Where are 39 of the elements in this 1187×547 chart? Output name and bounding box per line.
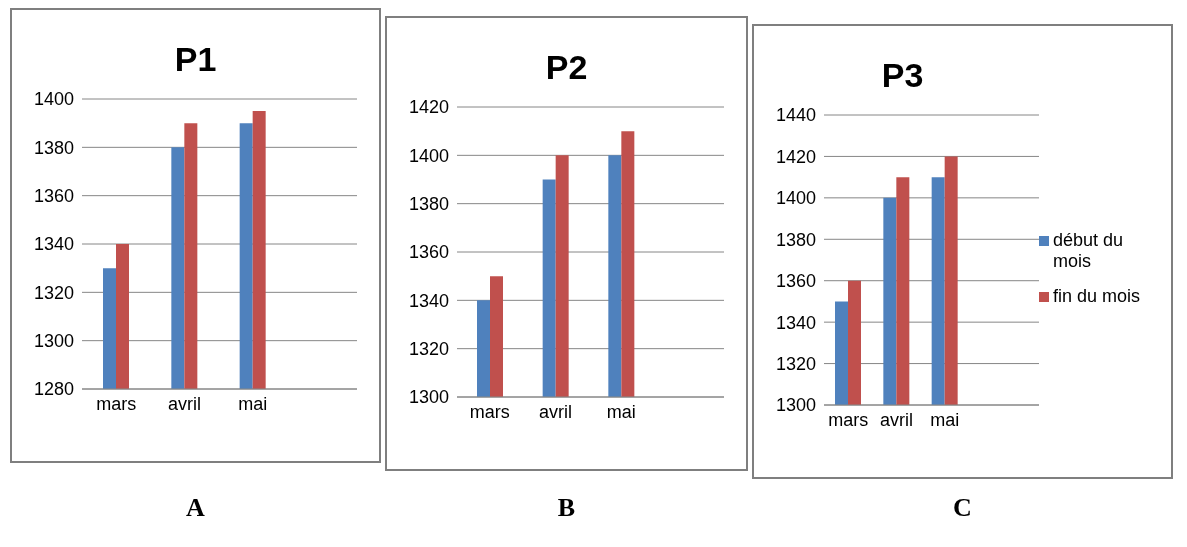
y-tick-label: 1360: [408, 242, 449, 263]
y-tick-label: 1420: [775, 146, 816, 167]
y-tick-label: 1300: [408, 387, 449, 408]
y-tick-label: 1340: [775, 312, 816, 333]
text: B: [557, 493, 576, 523]
y-tick-label: 1320: [33, 282, 74, 303]
y-tick-label: 1360: [33, 186, 74, 207]
legend-label: fin du mois: [1053, 285, 1141, 307]
y-tick-label: 1300: [775, 395, 816, 416]
y-tick-label: 1420: [408, 97, 449, 118]
y-tick-label: 1320: [775, 353, 816, 374]
x-tick-label: avril: [167, 393, 202, 414]
y-tick-label: 1400: [775, 188, 816, 209]
chart-title: P3: [880, 56, 925, 95]
x-tick-label: mai: [238, 393, 268, 414]
x-tick-label: mars: [828, 409, 869, 430]
x-tick-label: mars: [96, 393, 137, 414]
y-tick-label: 1280: [33, 379, 74, 400]
text: A: [186, 493, 205, 523]
y-tick-label: 1300: [33, 331, 74, 352]
chart-title: P1: [173, 40, 218, 79]
y-tick-label: 1380: [408, 194, 449, 215]
y-tick-label: 1440: [775, 105, 816, 126]
y-tick-label: 1380: [33, 137, 74, 158]
x-tick-label: mai: [930, 409, 960, 430]
text: C: [953, 493, 972, 523]
legend-label: début du mois: [1053, 229, 1125, 272]
x-tick-label: avril: [879, 409, 914, 430]
y-tick-label: 1320: [408, 339, 449, 360]
y-tick-label: 1360: [775, 271, 816, 292]
y-tick-label: 1400: [33, 89, 74, 110]
x-tick-label: avril: [538, 401, 573, 422]
chart-title: P2: [544, 48, 589, 87]
y-tick-label: 1380: [775, 229, 816, 250]
y-tick-label: 1340: [408, 290, 449, 311]
x-tick-label: mars: [469, 401, 510, 422]
y-tick-label: 1340: [33, 234, 74, 255]
x-tick-label: mai: [606, 401, 636, 422]
y-tick-label: 1400: [408, 145, 449, 166]
